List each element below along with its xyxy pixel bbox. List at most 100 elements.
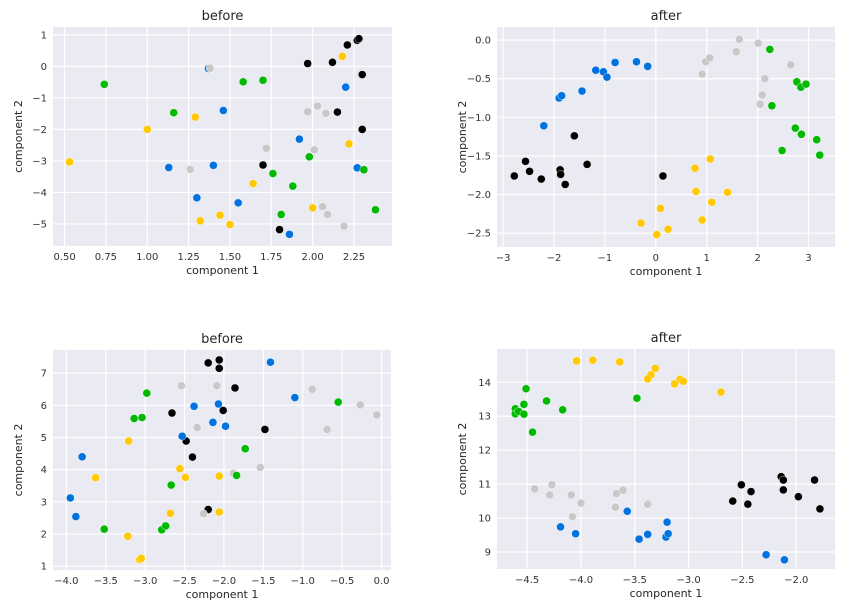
y-tick-label: 9	[485, 548, 491, 559]
data-point-blue	[266, 358, 275, 367]
data-point-green	[521, 384, 531, 393]
x-tick-label: 2.25	[343, 252, 365, 263]
data-point-green	[305, 152, 314, 162]
series-green	[100, 388, 343, 534]
data-point-grey	[372, 410, 382, 420]
y-tick-label: 0	[41, 62, 47, 73]
x-tick-label: −3.5	[623, 575, 647, 586]
x-tick-label: −1.0	[291, 576, 315, 587]
data-point-blue	[66, 493, 75, 503]
y-tick-label: −4	[32, 188, 47, 199]
data-point-blue	[557, 91, 566, 100]
y-tick-label: −5	[32, 219, 47, 230]
x-tick-label: −4.0	[54, 576, 78, 587]
data-point-green	[767, 101, 777, 110]
x-axis-label: component 1	[630, 265, 703, 278]
data-point-blue	[192, 193, 202, 202]
x-tick-label: −2.5	[730, 575, 754, 586]
data-point-yellow	[225, 220, 235, 229]
data-point-grey	[545, 490, 554, 500]
x-tick-label: −0.5	[330, 576, 354, 587]
data-point-grey	[786, 60, 795, 70]
data-point-black	[582, 160, 592, 169]
x-tick-label: −2.0	[784, 575, 808, 586]
data-point-green	[519, 400, 529, 409]
data-point-green	[558, 405, 567, 414]
series-grey	[530, 480, 652, 521]
data-point-yellow	[643, 374, 652, 384]
data-point-grey	[310, 145, 319, 155]
data-point-black	[525, 167, 534, 176]
data-point-black	[260, 425, 270, 434]
y-tick-label: 14	[478, 378, 491, 389]
data-point-blue	[209, 161, 218, 170]
x-axis-label: component 1	[630, 587, 703, 600]
x-tick-label: −3.5	[94, 576, 118, 587]
data-point-grey	[318, 202, 327, 211]
plot-area	[497, 27, 835, 247]
y-tick-label: 5	[41, 433, 47, 444]
y-axis-label: component 2	[456, 101, 469, 174]
data-point-black	[570, 131, 579, 141]
data-point-green	[791, 123, 800, 133]
data-point-yellow	[338, 52, 347, 61]
y-tick-label: 1	[41, 30, 47, 41]
data-point-yellow	[615, 357, 624, 367]
x-tick-label: 1.25	[177, 252, 199, 263]
data-point-yellow	[123, 532, 133, 541]
x-tick-label: 1.75	[260, 252, 282, 263]
data-point-green	[241, 444, 250, 453]
subplot-after-top: −3 −2 −1 0 1 2 3 0.0 −0.5 −1.0 −1.5 −2.0 −2.5 after co…	[456, 9, 835, 278]
data-point-black	[215, 364, 224, 373]
data-point-black	[343, 40, 352, 50]
data-point-yellow	[588, 356, 598, 365]
data-point-blue	[780, 555, 789, 565]
x-tick-label: 0.0	[374, 576, 390, 587]
x-tick-label: −2	[547, 253, 562, 264]
subplot-after-bottom: −4.5 −4.0 −3.5 −3.0 −2.5 −2.0 9 10 11 12 13 14 after…	[456, 331, 835, 600]
series-green	[100, 76, 380, 219]
data-point-grey	[567, 490, 576, 500]
data-point-green	[801, 79, 811, 89]
series-yellow	[65, 52, 354, 229]
x-tick-label: −3	[496, 253, 511, 264]
data-point-green	[815, 150, 824, 160]
data-point-grey	[758, 90, 767, 100]
x-tick-label: −3.0	[133, 576, 157, 587]
data-point-blue	[234, 198, 243, 208]
data-point-black	[204, 358, 213, 368]
data-point-blue	[295, 134, 304, 144]
data-point-grey	[618, 486, 628, 495]
data-point-green	[812, 135, 821, 144]
data-point-blue	[164, 163, 173, 172]
y-tick-label: −3	[32, 156, 47, 167]
data-point-yellow	[143, 125, 152, 134]
data-point-grey	[760, 74, 769, 83]
data-point-yellow	[707, 198, 717, 207]
y-tick-label: 3	[41, 497, 47, 508]
data-point-blue	[290, 393, 300, 402]
data-point-green	[258, 76, 268, 85]
x-tick-label: 1.00	[136, 252, 158, 263]
data-point-yellow	[166, 509, 175, 518]
x-tick-label: 1.50	[219, 252, 241, 263]
data-point-black	[779, 485, 788, 495]
subplot-before-bottom: −4.0 −3.5 −3.0 −2.5 −2.0 −1.5 −1.0 −0.5 0.0 1 2 3 4 5…	[12, 332, 391, 601]
data-point-blue	[577, 86, 587, 96]
data-point-blue	[214, 399, 223, 409]
y-tick-label: −1.0	[467, 113, 491, 124]
data-point-grey	[705, 53, 714, 63]
y-tick-label: 12	[478, 446, 491, 457]
x-tick-label: 0.50	[53, 252, 75, 263]
data-point-yellow	[191, 112, 200, 122]
data-point-blue	[341, 82, 350, 92]
data-point-yellow	[652, 230, 662, 239]
data-point-green	[129, 414, 139, 423]
data-point-yellow	[656, 204, 665, 213]
data-point-green	[371, 205, 380, 214]
gridlines	[53, 350, 391, 570]
data-point-black	[746, 487, 756, 496]
data-point-grey	[339, 221, 349, 231]
subplot-before-top: 0.50 0.75 1.00 1.25 1.50 1.75 2.00 2.25 1 0 −1 −2 −3…	[12, 9, 392, 277]
